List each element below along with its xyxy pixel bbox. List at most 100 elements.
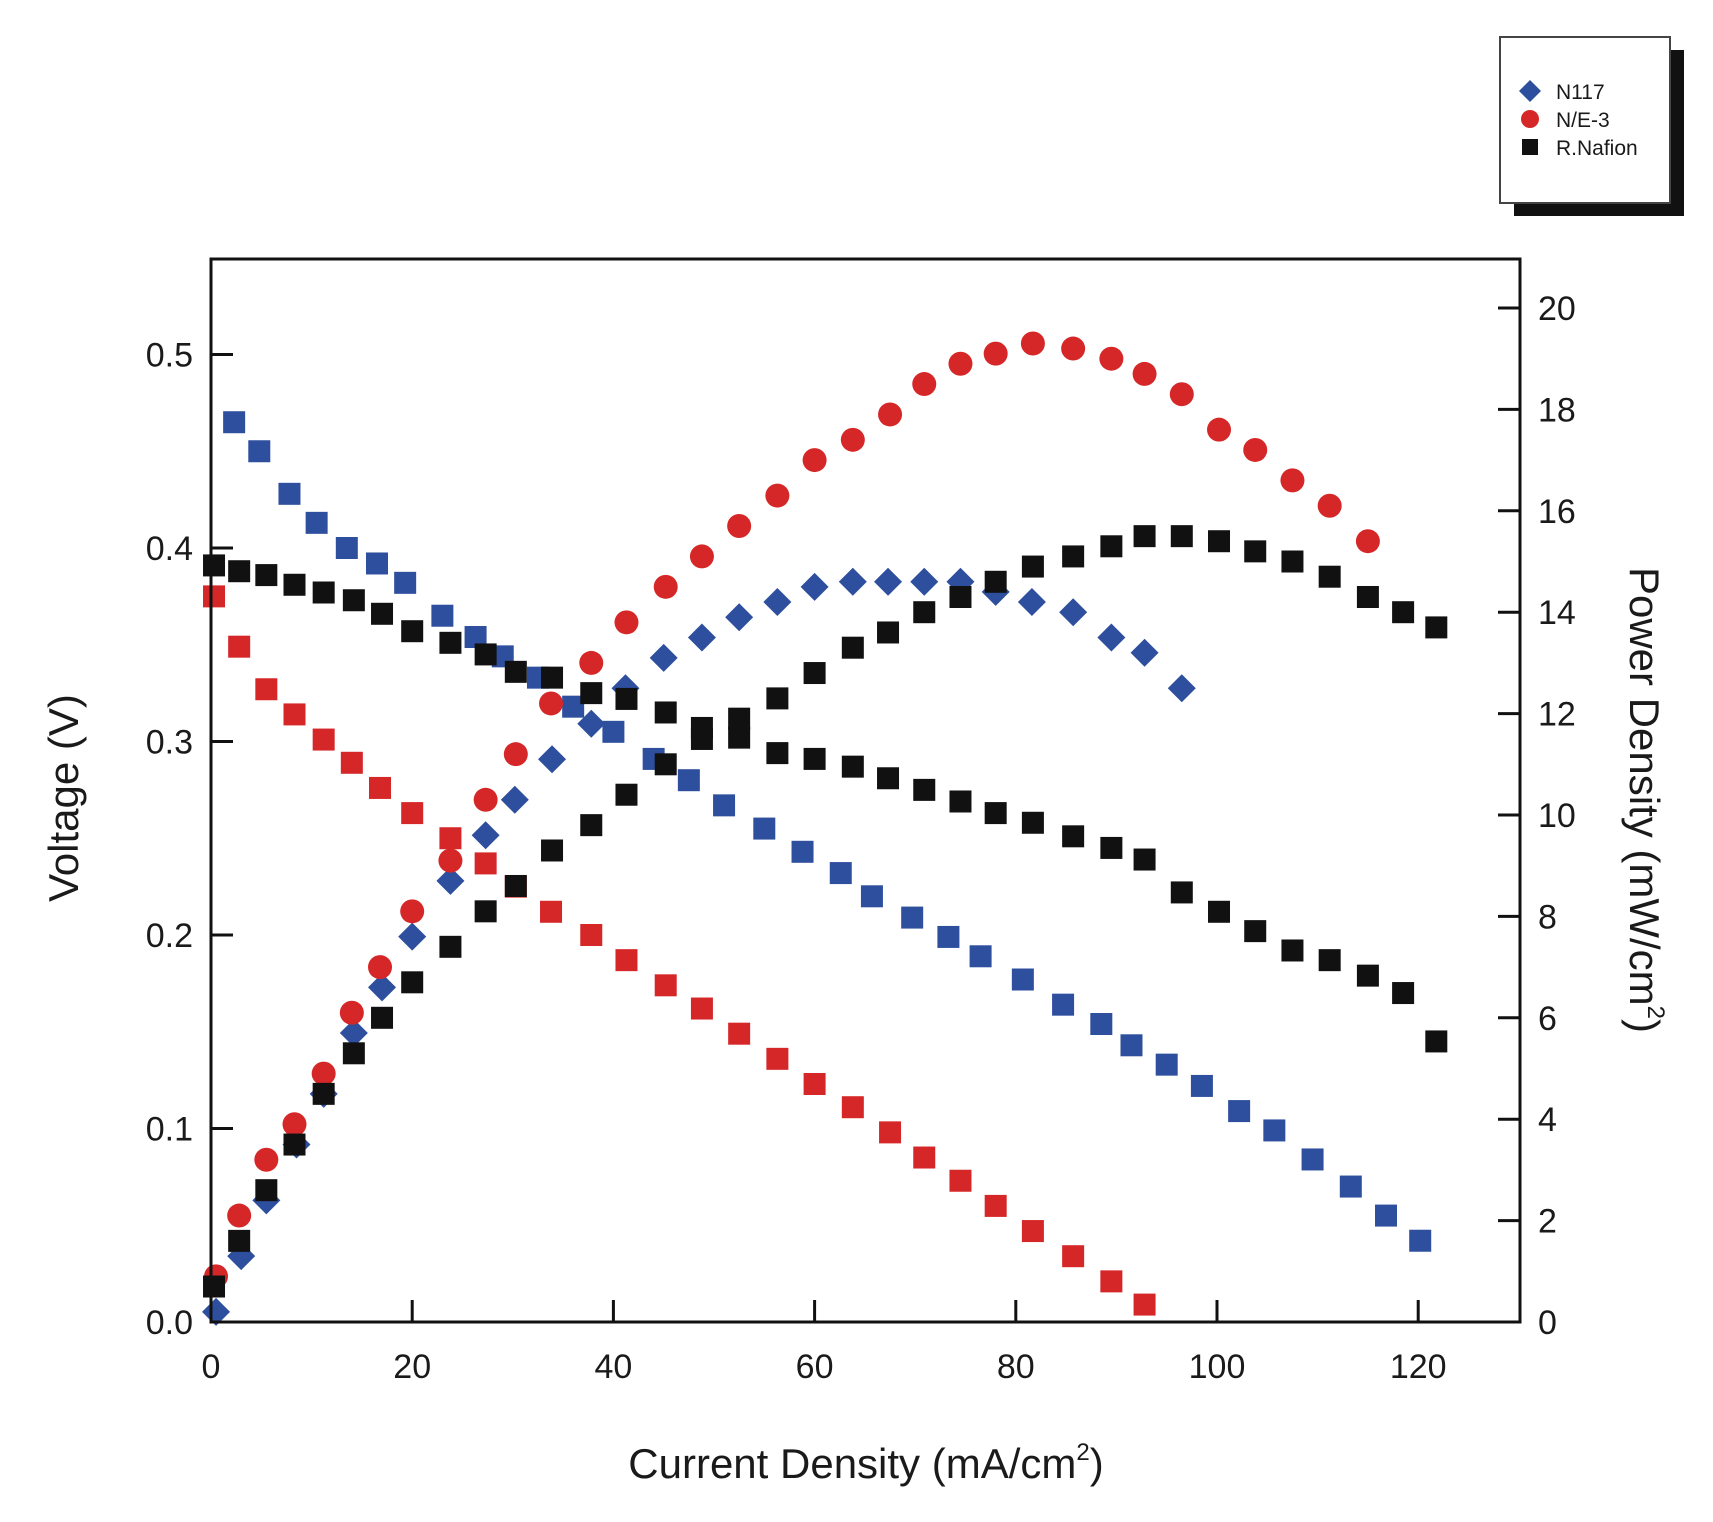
data-point <box>687 623 716 652</box>
data-point <box>1281 550 1304 573</box>
y-tick-label: 0.3 <box>146 724 193 762</box>
legend-marker <box>1519 80 1541 102</box>
data-point <box>342 1042 365 1065</box>
y2-tick-label: 10 <box>1538 797 1576 835</box>
data-point <box>439 935 462 958</box>
data-point <box>948 351 973 376</box>
data-point <box>840 427 865 452</box>
data-point <box>1011 968 1034 991</box>
data-point <box>879 1121 902 1144</box>
axis-tick-labels: 0 20 40 60 80 100 120 0.0 0.1 0.2 0.3 0.4 0.5 0 2 4 6 8 10… <box>146 290 1576 1386</box>
data-point <box>577 709 606 738</box>
legend-label: N117 <box>1556 81 1605 104</box>
data-point <box>860 885 883 908</box>
data-point <box>474 900 497 923</box>
y2-tick-label: 4 <box>1538 1101 1557 1139</box>
data-point <box>763 588 792 617</box>
data-point <box>538 745 567 774</box>
data-point <box>562 695 585 718</box>
data-point <box>1190 1074 1213 1097</box>
data-point <box>312 581 335 604</box>
data-point <box>1355 529 1380 554</box>
data-point <box>431 604 454 627</box>
data-point <box>371 1006 394 1029</box>
data-point <box>1208 900 1231 923</box>
data-point <box>1339 1175 1362 1198</box>
data-point <box>473 787 498 812</box>
data-point <box>728 707 751 730</box>
data-point <box>312 728 335 751</box>
data-point <box>474 643 497 666</box>
data-point <box>400 899 425 924</box>
data-point <box>248 440 271 463</box>
data-point <box>504 874 527 897</box>
data-point <box>984 570 1007 593</box>
data-point <box>1133 525 1156 548</box>
data-point <box>203 585 226 608</box>
y2-tick-label: 14 <box>1538 594 1576 632</box>
data-point <box>753 817 776 840</box>
data-point <box>1425 616 1448 639</box>
legend-marker <box>1521 110 1539 128</box>
y-axis-title: Voltage (V) <box>40 694 87 902</box>
y2-tick-label: 8 <box>1538 898 1557 936</box>
data-point <box>901 906 924 929</box>
series-r-nafion-power <box>203 525 1448 1298</box>
data-point <box>690 727 713 750</box>
x-tick-label: 80 <box>997 1348 1035 1386</box>
y2-tick-label: 20 <box>1538 290 1576 328</box>
data-point <box>203 554 226 577</box>
data-point <box>283 573 306 596</box>
data-point <box>305 511 328 534</box>
data-point <box>1167 674 1196 703</box>
data-point <box>614 610 639 635</box>
data-point <box>228 560 251 583</box>
data-point <box>1100 836 1123 859</box>
data-point <box>1061 336 1086 361</box>
data-point <box>1318 565 1341 588</box>
data-point <box>1244 540 1267 563</box>
data-point <box>504 660 527 683</box>
data-point <box>803 662 826 685</box>
data-point <box>254 1147 279 1172</box>
y-tick-label: 0.0 <box>146 1304 193 1342</box>
data-point <box>500 785 529 814</box>
data-point <box>339 1000 364 1025</box>
data-point <box>580 924 603 946</box>
data-point <box>1021 1220 1044 1243</box>
y-tick-label: 0.5 <box>146 337 193 375</box>
data-point <box>368 973 397 1002</box>
data-point <box>579 650 604 675</box>
data-point <box>1318 949 1341 972</box>
y2-axis-title-superscript: 2 <box>1642 1006 1669 1019</box>
data-point <box>1280 468 1305 493</box>
data-point <box>949 790 972 813</box>
data-point <box>1208 530 1231 553</box>
data-point <box>877 767 900 790</box>
data-point <box>401 971 424 994</box>
data-point <box>791 840 814 863</box>
y-tick-label: 0.4 <box>146 530 193 568</box>
data-point <box>727 514 752 539</box>
data-point <box>1062 1245 1085 1268</box>
data-point <box>615 687 638 710</box>
data-point <box>365 552 388 575</box>
data-point <box>615 949 638 972</box>
data-point <box>878 402 903 427</box>
y-tick-label: 0.2 <box>146 917 193 955</box>
data-point <box>803 747 826 770</box>
data-point <box>690 997 713 1020</box>
data-point <box>541 666 564 689</box>
data-point <box>335 537 358 559</box>
data-point <box>1392 601 1415 624</box>
data-point <box>255 1179 278 1202</box>
data-point <box>1100 535 1123 558</box>
data-point <box>654 974 677 997</box>
data-point <box>312 1082 335 1105</box>
data-point <box>766 1047 789 1070</box>
data-point <box>913 778 936 801</box>
data-point <box>937 925 960 948</box>
data-point <box>949 1169 972 1192</box>
data-point <box>728 1022 751 1045</box>
data-point <box>1133 848 1156 871</box>
